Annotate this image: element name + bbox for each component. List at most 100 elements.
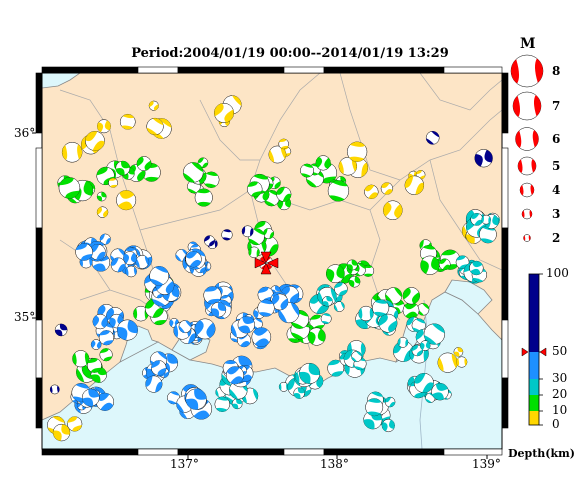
focal-mechanism-64 (315, 155, 331, 171)
focal-mechanism-124 (146, 117, 164, 136)
map-frame-ticks (32, 66, 509, 459)
magnitude-symbol-4 (519, 182, 535, 198)
focal-mechanism-123 (61, 142, 83, 163)
frame-segment-right-4 (501, 377, 509, 429)
focal-mechanism-354 (110, 257, 126, 273)
focal-mechanism-50 (194, 188, 213, 207)
focal-mechanism-338 (194, 318, 216, 340)
focal-mechanism-172 (384, 396, 396, 408)
target-event-marker (254, 251, 279, 275)
focal-mechanism-86 (183, 162, 204, 183)
depth-band-10-20 (529, 395, 539, 411)
focal-mechanism-120 (116, 190, 137, 211)
focal-mechanism-362 (241, 225, 254, 238)
depth-tick-100: 100 (546, 266, 569, 280)
focal-mechanism-104 (268, 145, 287, 164)
mag-label-8: 8 (552, 64, 561, 78)
focal-mechanism-42 (402, 302, 420, 319)
frame-segment-right-0 (501, 72, 509, 134)
focal-mechanism-83 (86, 357, 102, 373)
focal-mechanism-167 (397, 337, 409, 348)
lat-tick-36: 36° (14, 126, 36, 140)
focal-mechanism-355 (75, 243, 93, 261)
focal-mechanism-62 (203, 171, 220, 188)
focal-mechanism-185 (334, 282, 348, 296)
mag-label-7: 7 (552, 99, 561, 113)
focal-mechanism-205 (322, 296, 333, 307)
focal-mechanism-79 (438, 258, 451, 271)
focal-mechanism-365 (54, 323, 68, 337)
focal-mechanism-105 (338, 157, 358, 176)
frame-segment-left-0 (35, 72, 43, 134)
frame-segment-top-5 (443, 66, 503, 74)
depth-color-scale (521, 273, 547, 426)
focal-mechanism-112 (85, 131, 105, 151)
focal-mechanism-302 (135, 255, 150, 269)
focal-mechanism-116 (347, 141, 368, 162)
lat-tick-35: 35° (14, 310, 36, 324)
frame-segment-top-2 (177, 66, 285, 74)
frame-segment-bottom-0 (41, 448, 139, 456)
event-marker-right-icon (266, 257, 279, 269)
focal-mechanism-12 (96, 191, 107, 202)
focal-mechanism-82 (248, 246, 260, 259)
frame-segment-top-3 (283, 66, 325, 74)
event-marker-top-icon (260, 251, 272, 264)
focal-mechanism-101 (97, 119, 111, 134)
focal-mechanism-110 (437, 352, 458, 373)
lon-tick-139: 139° (472, 457, 501, 471)
focal-mechanism-117 (404, 175, 425, 195)
focal-mechanism-115 (278, 138, 289, 150)
focal-mechanism-363 (425, 130, 440, 145)
focal-mechanism-46 (263, 228, 275, 240)
focal-mechanism-187 (411, 344, 424, 357)
frame-segment-bottom-4 (323, 448, 445, 456)
frame-segment-left-2 (35, 227, 43, 321)
event-marker-left-icon (254, 257, 267, 269)
focal-mechanism-214 (481, 214, 491, 225)
focal-mechanism-59 (72, 350, 90, 368)
focal-mechanism-97 (364, 184, 379, 199)
frame-segment-top-4 (323, 66, 445, 74)
japan-sea-corner (42, 73, 81, 89)
depth-band-0-10 (529, 411, 539, 425)
focal-mechanism-194 (470, 212, 484, 226)
focal-mechanism-symbols (47, 95, 500, 442)
focal-mechanism-366 (49, 384, 60, 395)
frame-segment-left-1 (35, 147, 43, 229)
frame-segment-right-2 (501, 227, 509, 321)
frame-segment-bottom-3 (283, 448, 325, 456)
depth-band-50-100 (529, 274, 539, 352)
focal-mechanism-290 (99, 233, 111, 245)
focal-mechanism-53 (325, 264, 345, 284)
focal-mechanism-216 (378, 313, 398, 333)
focal-mechanism-88 (300, 163, 314, 178)
focal-mechanism-301 (251, 327, 272, 347)
focal-mechanism-87 (276, 186, 292, 202)
focal-mechanism-111 (67, 416, 83, 432)
focal-mechanism-218 (469, 260, 484, 276)
depth-tick-0: 0 (552, 417, 560, 431)
depth-tick-50: 50 (552, 344, 568, 358)
magnitude-symbol-8 (510, 54, 544, 88)
magnitude-symbol-7 (512, 91, 542, 121)
focal-mechanism-212 (365, 398, 384, 417)
focal-mechanism-289 (125, 265, 137, 278)
focal-mechanism-119 (380, 182, 394, 195)
focal-mechanism-347 (225, 366, 244, 385)
depth-band-20-30 (529, 379, 539, 395)
focal-mechanism-359 (151, 360, 167, 376)
focal-mechanism-207 (423, 323, 445, 345)
focal-mechanism-169 (327, 359, 345, 377)
focal-mechanism-84 (58, 177, 81, 199)
lon-tick-137: 137° (170, 457, 199, 471)
focal-mechanism-78 (385, 287, 403, 305)
mag-label-4: 4 (552, 183, 561, 197)
focal-mechanism-193 (231, 398, 243, 410)
focal-mechanism-345 (98, 330, 115, 346)
frame-segment-top-0 (41, 66, 139, 74)
sagami-bay (444, 279, 493, 315)
focal-mechanism-57 (307, 327, 326, 346)
